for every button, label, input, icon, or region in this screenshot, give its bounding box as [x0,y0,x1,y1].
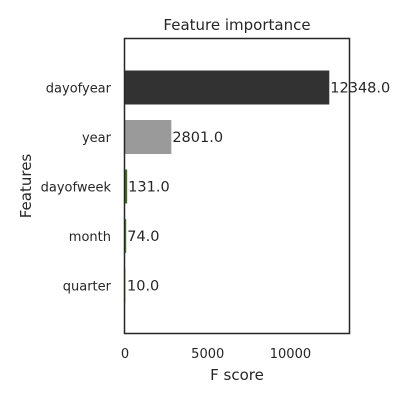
bar-year [125,120,172,154]
data-labels: 10.0 74.0 131.0 2801.0 12348.0 [127,81,390,295]
y-tick-label-dayofweek: dayofweek [41,181,112,196]
data-label-month: 74.0 [127,229,159,245]
x-axis-label: F score [210,366,264,384]
x-tick-label-0: 0 [121,347,129,362]
bar-month [125,219,127,253]
x-tick-label-10000: 10000 [270,347,311,362]
data-label-year: 2801.0 [172,130,223,146]
bar-dayofweek [125,169,128,204]
bar-quarter [125,268,126,303]
y-tick-label-month: month [69,230,111,245]
x-tick-label-5000: 5000 [191,347,224,362]
data-label-dayofyear: 12348.0 [330,81,390,97]
x-ticks: 0 5000 10000 [121,347,311,362]
bar-dayofyear [125,70,330,105]
chart-title: Feature importance [163,16,310,34]
plot-frame [123,37,351,335]
y-axis-label: Features [17,154,35,219]
y-tick-labels: quarter month dayofweek year dayofyear [41,82,112,295]
y-tick-label-year: year [82,131,112,146]
y-tick-label-dayofyear: dayofyear [46,82,112,97]
data-label-dayofweek: 131.0 [128,180,170,196]
data-label-quarter: 10.0 [127,279,159,295]
y-tick-label-quarter: quarter [63,280,112,295]
bars-group [125,70,330,303]
